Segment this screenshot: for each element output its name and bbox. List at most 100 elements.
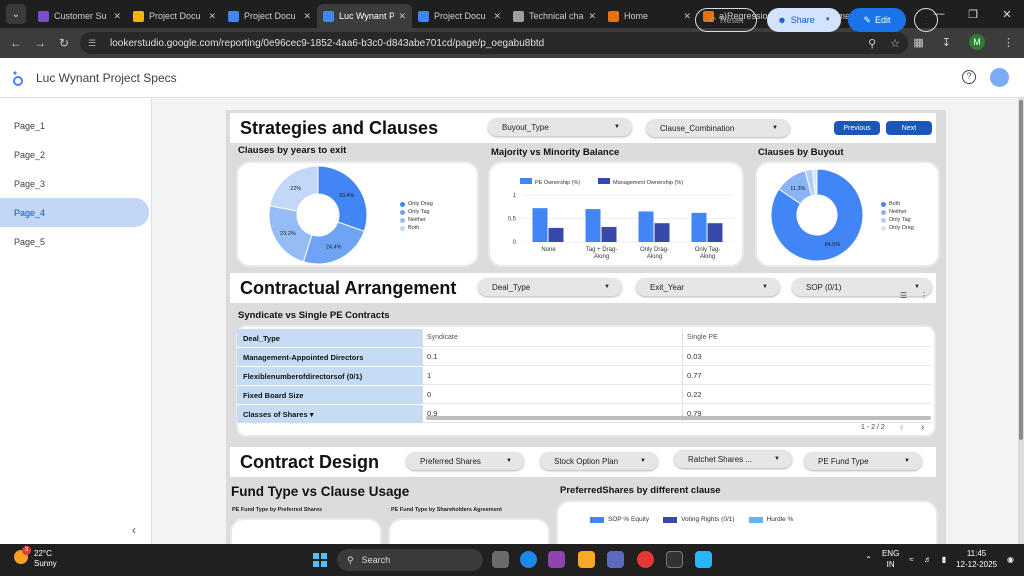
legend-entry[interactable]: Only Drag — [881, 224, 914, 232]
notepad-icon[interactable] — [695, 551, 712, 568]
tab-close-icon[interactable]: ✕ — [113, 10, 121, 21]
help-icon[interactable]: ? — [962, 70, 976, 84]
legend-entry[interactable]: Neither — [400, 216, 433, 224]
buyout-type-filter[interactable]: Buyout_Type ▼ — [488, 118, 632, 136]
file-explorer-icon[interactable] — [578, 551, 595, 568]
weather-widget[interactable]: 3 22°C Sunny — [14, 546, 57, 569]
table-horizontal-scrollbar[interactable] — [426, 416, 931, 420]
tab-close-icon[interactable]: ✕ — [303, 10, 311, 21]
filter-list-icon[interactable]: ☰ — [900, 291, 908, 300]
legend-entry[interactable]: SOP % Equity — [590, 516, 649, 523]
clock[interactable]: 11:45 12-12-2025 — [956, 548, 997, 570]
legend-entry[interactable]: Both — [881, 200, 914, 208]
tab-close-icon[interactable]: ✕ — [208, 10, 216, 21]
bar-pe-ownership--1[interactable] — [585, 209, 601, 242]
table-header-cell[interactable]: Single PE — [682, 329, 932, 347]
chevron-left-icon[interactable]: ‹ — [132, 523, 136, 537]
table-header-cell[interactable]: Syndicate — [422, 329, 682, 347]
legend-entry[interactable]: Only Tag — [881, 216, 914, 224]
bar-management-ownership--0[interactable] — [548, 227, 564, 242]
share-dropdown-icon[interactable]: ▼ — [824, 17, 831, 23]
extensions-icon[interactable]: ▦ — [913, 36, 924, 49]
download-icon[interactable]: ↧ — [941, 36, 951, 49]
bar-management-ownership--3[interactable] — [707, 223, 723, 242]
legend-entry[interactable]: Only Drag — [400, 200, 433, 208]
close-icon[interactable]: ✕ — [1002, 8, 1012, 21]
browser-tab[interactable]: Project Docu ✕ — [412, 4, 507, 28]
browser-tab[interactable]: Home ✕ — [602, 4, 697, 28]
tab-search-icon[interactable]: ⌄ — [6, 4, 26, 24]
windows-start-icon[interactable] — [313, 553, 327, 567]
legend-entry[interactable]: Voting Rights (0/1) — [663, 516, 735, 523]
clause-combination-filter[interactable]: Clause_Combination ▼ — [646, 119, 790, 137]
bar-management-ownership--1[interactable] — [601, 226, 617, 242]
bar-pe-ownership--3[interactable] — [691, 212, 707, 242]
browser-tab[interactable]: Project Docu ✕ — [127, 4, 222, 28]
donut-slice-only-drag[interactable] — [812, 168, 818, 196]
bookmark-star-icon[interactable]: ☆ — [890, 37, 900, 50]
browser-tab[interactable]: Customer Su ✕ — [32, 4, 127, 28]
terminal-icon[interactable] — [666, 551, 683, 568]
donut-slice-both[interactable] — [269, 165, 319, 212]
deal-type-filter[interactable]: Deal_Type ▼ — [478, 278, 622, 296]
notifications-icon[interactable]: ◉ — [1007, 554, 1014, 564]
chevron-up-icon[interactable]: ⌃ — [865, 554, 872, 564]
bar-chart-majority-minority[interactable]: PE Ownership (%) Management Ownership (%)… — [490, 163, 742, 265]
sidebar-page-item[interactable]: Page_3 — [14, 178, 46, 189]
browser-tab[interactable]: Project Docu ✕ — [222, 4, 317, 28]
restore-icon[interactable]: ❐ — [968, 8, 978, 21]
donut-slice-both[interactable] — [770, 168, 864, 262]
next-page-icon[interactable]: › — [921, 422, 925, 433]
minimize-icon[interactable]: — — [933, 8, 945, 20]
profile-avatar[interactable]: M — [969, 34, 985, 50]
table-header-cell[interactable]: Deal_Type — [237, 329, 422, 347]
user-avatar[interactable] — [990, 68, 1009, 87]
tab-close-icon[interactable]: ✕ — [588, 10, 596, 21]
copilot-icon[interactable] — [548, 551, 565, 568]
tab-close-icon[interactable]: ✕ — [398, 10, 406, 21]
tab-close-icon[interactable]: ✕ — [683, 10, 691, 21]
share-button[interactable]: ☻ Share ▼ — [767, 8, 841, 32]
teams-icon[interactable] — [607, 551, 624, 568]
edge-icon[interactable] — [520, 551, 537, 568]
bar-pe-ownership--2[interactable] — [638, 211, 654, 242]
ratchet-shares-filter[interactable]: Ratchet Shares ... ▼ — [674, 450, 792, 468]
back-icon[interactable]: ← — [10, 36, 22, 50]
browser-tab[interactable]: Technical cha ✕ — [507, 4, 602, 28]
bar-pe-ownership--0[interactable] — [532, 208, 548, 242]
sidebar-page-item[interactable]: Page_5 — [14, 236, 46, 247]
sidebar-page-item[interactable]: Page_4 — [0, 198, 149, 227]
forward-icon[interactable]: → — [34, 36, 46, 50]
chrome-icon[interactable] — [637, 551, 654, 568]
legend-entry[interactable]: Hurdle % — [748, 516, 793, 523]
scrollbar-thumb[interactable] — [1019, 100, 1023, 440]
reload-icon[interactable]: ↻ — [58, 36, 70, 50]
canvas-scrollbar[interactable] — [1018, 98, 1024, 544]
next-button[interactable]: Next — [886, 121, 932, 135]
language-indicator[interactable]: ENG IN — [882, 548, 899, 570]
task-view-icon[interactable] — [492, 551, 509, 568]
preferred-shares-filter[interactable]: Preferred Shares ▼ — [406, 452, 524, 470]
battery-icon[interactable]: ▮ — [941, 554, 947, 564]
legend-entry[interactable]: Neither — [881, 208, 914, 216]
donut-chart-clauses-buyout[interactable]: 84.5% 11.3% — [763, 163, 873, 267]
stock-option-plan-filter[interactable]: Stock Option Plan ▼ — [540, 452, 658, 470]
tab-close-icon[interactable]: ✕ — [493, 10, 501, 21]
prev-page-icon[interactable]: ‹ — [900, 422, 904, 433]
zoom-icon[interactable]: ⚲ — [868, 37, 877, 50]
browser-menu-icon[interactable]: ⋮ — [1003, 36, 1014, 49]
site-info-icon[interactable]: ☰ — [88, 37, 97, 48]
legend-entry[interactable]: Both — [400, 224, 433, 232]
browser-tab[interactable]: Luc Wynant P ✕ — [317, 4, 412, 28]
volume-icon[interactable]: ♬ — [923, 554, 932, 564]
more-options-icon[interactable]: ⋮ — [914, 8, 938, 32]
taskbar-search[interactable]: ⚲ Search — [337, 549, 483, 571]
sop-filter[interactable]: SOP (0/1) ▼ — [792, 278, 932, 296]
donut-chart-clauses-years[interactable]: 30.4% 24.4% 23.2% 22% — [260, 163, 380, 267]
bar-management-ownership--2[interactable] — [654, 223, 670, 242]
sidebar-page-item[interactable]: Page_2 — [14, 149, 46, 160]
previous-button[interactable]: Previous — [834, 121, 880, 135]
chart-menu-icon[interactable]: ⋮ — [920, 291, 928, 300]
url-field[interactable]: ☰ lookerstudio.google.com/reporting/0e96… — [80, 32, 908, 54]
legend-entry[interactable]: Only Tag — [400, 208, 433, 216]
